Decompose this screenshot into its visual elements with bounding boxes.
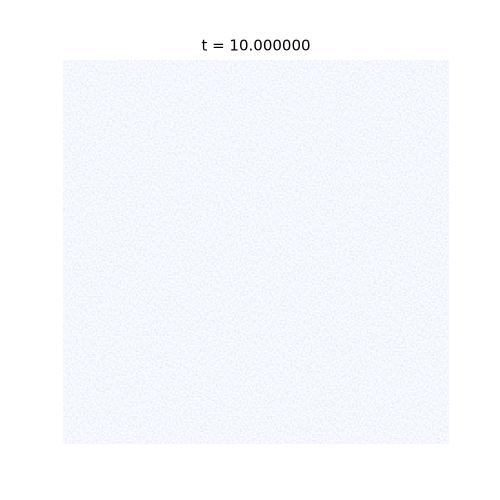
plot-title: t = 10.000000 bbox=[201, 37, 310, 55]
noise-image bbox=[63, 60, 449, 444]
